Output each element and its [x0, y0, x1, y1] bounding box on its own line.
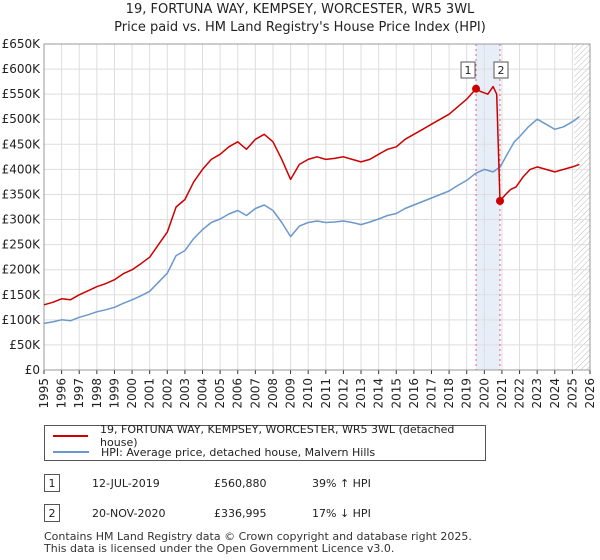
transaction-price: £560,880: [214, 477, 267, 490]
legend-label-property: 19, FORTUNA WAY, KEMPSEY, WORCESTER, WR5…: [100, 423, 455, 449]
marker-label: 1: [465, 64, 472, 77]
x-tick-label: 2015: [389, 378, 403, 409]
marker-label: 2: [497, 64, 504, 77]
transaction-price: £336,995: [214, 507, 267, 520]
x-tick-label: 1995: [37, 378, 51, 409]
footer-licence: This data is licensed under the Open Gov…: [44, 542, 395, 555]
legend-swatch-hpi: [53, 451, 89, 453]
x-tick-label: 2009: [284, 378, 298, 409]
plot-frame: [43, 43, 591, 371]
x-tick-label: 2001: [143, 378, 157, 409]
y-tick-label: £550K: [2, 87, 42, 101]
x-tick-label: 2000: [125, 378, 139, 409]
legend-item-property: 19, FORTUNA WAY, KEMPSEY, WORCESTER, WR5…: [53, 423, 485, 449]
chart-subtitle: Price paid vs. HM Land Registry's House …: [114, 20, 486, 35]
y-tick-label: £650K: [2, 37, 42, 51]
x-tick-label: 2011: [319, 378, 333, 409]
x-tick-label: 1997: [72, 378, 86, 409]
x-tick-label: 2008: [266, 378, 280, 409]
x-tick-label: 2003: [178, 378, 192, 409]
y-tick-label: £200K: [2, 263, 42, 277]
transaction-date: 20-NOV-2020: [92, 507, 166, 520]
x-tick-label: 2026: [583, 378, 597, 409]
y-tick-label: £100K: [2, 313, 42, 327]
chart-title: 19, FORTUNA WAY, KEMPSEY, WORCESTER, WR5…: [125, 2, 475, 17]
x-tick-label: 1999: [107, 378, 121, 409]
marker-label-box: [460, 61, 476, 79]
x-tick-label: 2021: [495, 378, 509, 409]
y-tick-label: £450K: [2, 137, 42, 151]
transaction-date: 12-JUL-2019: [92, 477, 160, 490]
x-tick-label: 2010: [301, 378, 315, 409]
transaction-number: 1: [44, 474, 60, 492]
sale-point: [495, 196, 504, 205]
y-tick-label: £300K: [2, 213, 42, 227]
footer-copyright: Contains HM Land Registry data © Crown c…: [44, 530, 472, 543]
x-tick-label: 2022: [513, 378, 527, 409]
x-tick-label: 2016: [407, 378, 421, 409]
footer: Contains HM Land Registry data © Crown c…: [44, 531, 472, 555]
x-tick-label: 2005: [213, 378, 227, 409]
transaction-highlight-band: [476, 44, 500, 370]
x-tick-label: 2006: [231, 378, 245, 409]
x-tick-label: 2019: [460, 378, 474, 409]
price-chart: £0 £50K £100K £150K £200K £250K £300K £350K £400…: [2, 37, 597, 409]
y-tick-label: £600K: [2, 62, 42, 76]
legend-label-hpi: HPI: Average price, detached house, Malv…: [101, 445, 376, 459]
sale-point: [472, 84, 481, 93]
marker-label-box: [493, 61, 509, 79]
x-tick-label: 1998: [90, 378, 104, 409]
x-tick-label: 2017: [424, 378, 438, 409]
y-tick-label: £350K: [2, 187, 42, 201]
x-tick-label: 2024: [548, 378, 562, 409]
x-tick-label: 2004: [196, 378, 210, 409]
y-tick-label: £400K: [2, 162, 42, 176]
series-line-hpi: [43, 116, 580, 325]
legend-item-hpi: HPI: Average price, detached house, Malv…: [53, 444, 375, 460]
x-tick-label: 2023: [530, 378, 544, 409]
legend: 19, FORTUNA WAY, KEMPSEY, WORCESTER, WR5…: [44, 423, 486, 461]
x-tick-label: 2002: [160, 378, 174, 409]
x-tick-label: 2012: [336, 378, 350, 409]
forecast-region: [574, 44, 590, 370]
x-tick-label: 2020: [477, 378, 491, 409]
x-tick-label: 2018: [442, 378, 456, 409]
transaction-row: 2 20-NOV-2020 £336,995 17% ↓ HPI: [44, 504, 584, 524]
transaction-number: 2: [44, 504, 60, 522]
transaction-hpi: 39% ↑ HPI: [312, 477, 371, 490]
y-tick-label: £500K: [2, 112, 42, 126]
transaction-hpi: 17% ↓ HPI: [312, 507, 371, 520]
y-tick-label: £0: [25, 363, 40, 377]
legend-swatch-property: [53, 435, 89, 437]
x-tick-label: 2013: [354, 378, 368, 409]
x-tick-label: 2025: [565, 378, 579, 409]
plot-area: [44, 44, 590, 370]
x-tick-label: 2014: [372, 378, 386, 409]
x-tick-label: 1996: [55, 378, 69, 409]
transaction-row: 1 12-JUL-2019 £560,880 39% ↑ HPI: [44, 474, 584, 494]
y-tick-label: £250K: [2, 238, 42, 252]
y-tick-label: £150K: [2, 288, 42, 302]
x-tick-label: 2007: [248, 378, 262, 409]
y-tick-label: £50K: [9, 338, 41, 352]
